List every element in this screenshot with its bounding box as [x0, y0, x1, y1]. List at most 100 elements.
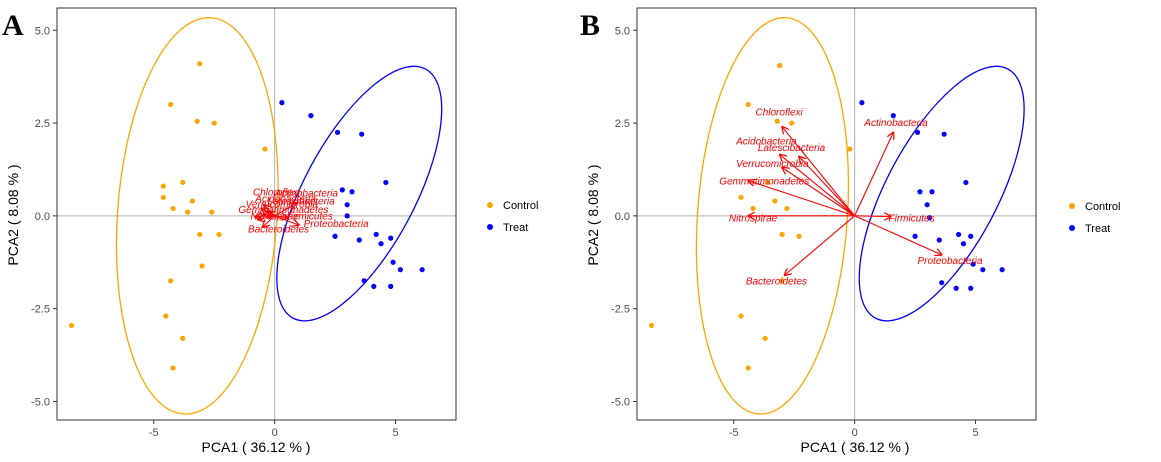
panel-a-vector-label: Nitrospirae: [250, 212, 299, 223]
panel-a-point-control: [160, 183, 166, 189]
panel-b-point-treat: [912, 233, 918, 239]
panel-a-point-control: [170, 365, 176, 371]
panel-b-y-tick-label: 5.0: [615, 25, 630, 37]
panel-a-point-treat: [349, 189, 355, 195]
panel-b-point-treat: [929, 189, 935, 195]
panel-a-point-control: [68, 322, 75, 328]
panel-b-vector-label: Firmicutes: [888, 213, 934, 224]
panel-a-point-control: [168, 278, 174, 284]
panel-a-x-tick-label: 5: [392, 427, 398, 439]
panel-a-vector-actinobacteria: [274, 203, 297, 217]
panel-b-x-axis-title: PCA1 ( 36.12 % ): [801, 439, 910, 455]
panel-a-vector-label: Proteobacteria: [304, 219, 369, 230]
panel-a-point-control: [168, 101, 174, 108]
panel-b-vector-gemmatimonadetes: [748, 181, 855, 217]
panel-a-y-tick-label: 5.0: [35, 25, 50, 37]
panel-a-x-tick-label: -5: [149, 427, 159, 439]
legend-control-dot: [487, 202, 493, 208]
panel-a-vector-label: Verrucomicrobia: [246, 200, 319, 211]
panel-b-ellipse-control: [695, 17, 850, 415]
panel-b-point-treat: [960, 241, 967, 247]
panel-b-vector-latescibacteria: [799, 156, 856, 217]
panel-a-vector-label: Actinobacteria: [274, 189, 339, 200]
legend-treat-label: Treat: [1085, 223, 1110, 235]
panel-a-ellipse-control: [115, 17, 279, 415]
panel-a-y-tick-label: 2.5: [35, 118, 50, 130]
panel-a-vector-label: Chloroflexi: [253, 187, 301, 198]
panel-a-point-treat: [419, 267, 425, 273]
panel-b-point-treat: [970, 261, 976, 267]
panel-b-point-control: [762, 335, 768, 341]
panel-b-point-treat: [941, 131, 947, 137]
panel-b-label: B: [580, 9, 600, 42]
panel-b-vector-label: Chloroflexi: [755, 108, 803, 119]
panel-b-x-tick-label: -5: [729, 427, 739, 439]
panel-a-point-treat: [359, 131, 365, 137]
panel-b-point-control: [648, 322, 655, 328]
panel-a-point-treat: [344, 213, 350, 219]
panel-b-vector-acidobacteria: [780, 155, 855, 217]
panel-a-point-control: [194, 118, 200, 124]
panel-a-vector-label: Latescibacteria: [267, 197, 335, 208]
panel-a-point-treat: [308, 113, 314, 119]
legend-control-label: Control: [1085, 201, 1120, 213]
panel-a-y-tick-label: -2.5: [31, 304, 50, 316]
panel-b-point-control: [772, 198, 778, 204]
panel-a-y-tick-label: -5.0: [31, 396, 50, 408]
panel-b-point-treat: [956, 231, 962, 238]
panel-a-point-treat: [397, 267, 403, 273]
panel-b-vector-label: Bacteroidetes: [746, 277, 807, 288]
panel-a-point-control: [180, 179, 186, 186]
panel-a-label: A: [2, 9, 24, 42]
panel-b-point-treat: [968, 233, 974, 239]
panel-a-point-control: [197, 231, 203, 238]
panel-a-point-treat: [388, 283, 394, 289]
panel-b-y-tick-label: -2.5: [611, 304, 630, 316]
panel-a-frame: [56, 7, 457, 421]
panel-a-point-treat: [373, 231, 379, 238]
legend-control-label: Control: [503, 200, 538, 212]
panel-b-vector-proteobacteria: [854, 215, 942, 255]
panel-a-point-treat: [344, 202, 350, 208]
panel-a-point-control: [163, 313, 169, 319]
panel-b-point-treat: [963, 179, 969, 186]
panel-b-x-tick-label: 5: [972, 427, 978, 439]
panel-b-point-control: [847, 146, 853, 152]
panel-a-point-treat: [383, 179, 389, 186]
panel-a-point-control: [160, 194, 166, 200]
panel-b-point-treat: [924, 202, 930, 208]
legend-treat-dot: [1069, 225, 1075, 231]
panel-a-vector-nitrospirae: [255, 216, 275, 217]
panel-b-point-treat: [980, 267, 986, 273]
panel-a: A ChloroflexiActinobacteriaAcidobacteria…: [2, 7, 538, 455]
panel-b-frame: [636, 7, 1037, 421]
panel-a-point-treat: [361, 278, 367, 284]
panel-b-point-control: [779, 278, 785, 284]
panel-a-point-treat: [390, 259, 396, 265]
panel-a-vector-label: Firmicutes: [287, 212, 333, 223]
panel-a-point-control: [262, 146, 268, 152]
panel-b-point-treat: [939, 280, 945, 286]
panel-b-x-tick-label: 0: [852, 427, 858, 439]
panel-b-point-treat: [953, 285, 959, 291]
panel-b-point-control: [750, 205, 756, 212]
panel-a-point-control: [170, 205, 176, 212]
panel-a-x-tick-label: 0: [272, 427, 278, 439]
panel-b-vector-label: Verrucomicrobia: [736, 159, 809, 170]
panel-b-point-treat: [914, 129, 921, 135]
panel-a-point-control: [199, 263, 205, 269]
panel-b-point-control: [745, 101, 751, 108]
panel-b-point-treat: [917, 189, 923, 195]
panel-a-vector-proteobacteria: [274, 215, 299, 225]
panel-b-y-tick-label: 2.5: [615, 118, 630, 130]
panel-b-ellipse-treat: [858, 65, 1025, 322]
panel-b-point-control: [784, 205, 790, 212]
panel-a-point-treat: [334, 129, 341, 135]
panel-b-legend: Control Treat: [1069, 201, 1120, 235]
panel-b-point-treat: [927, 215, 933, 221]
panel-b-y-axis-title: PCA2 ( 8.08 % ): [585, 164, 601, 265]
legend-treat-dot: [487, 224, 493, 230]
panel-a-y-tick-label: 0.0: [35, 211, 50, 223]
panel-b: B Chloroflexi Actinobacteria Acidobacteria…: [580, 7, 1120, 455]
